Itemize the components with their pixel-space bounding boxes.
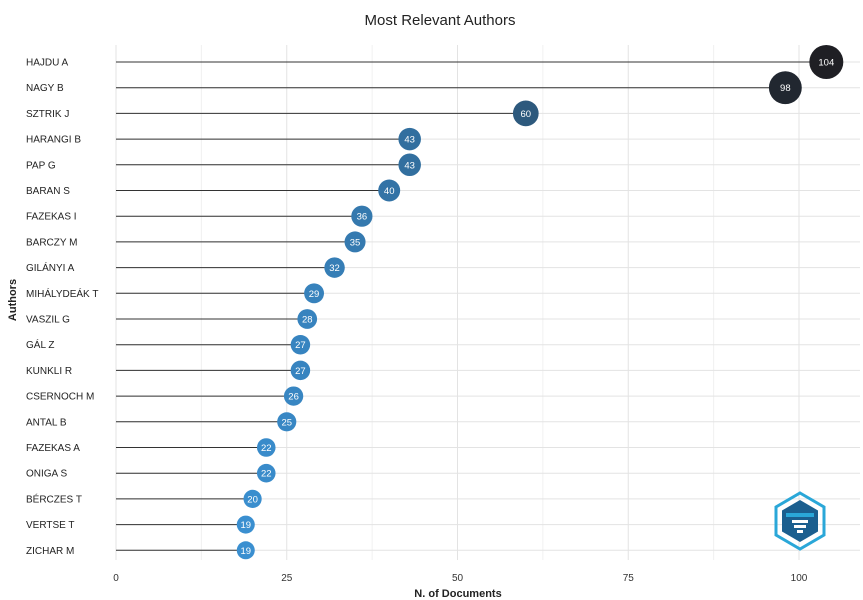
data-label: 27 — [295, 340, 306, 351]
lollipop-dot — [378, 179, 401, 202]
author-label: BARCZY M — [26, 237, 78, 248]
data-label: 27 — [295, 366, 306, 377]
data-label: 29 — [309, 289, 320, 300]
author-label: ANTAL B — [26, 417, 67, 428]
data-label: 26 — [288, 392, 299, 403]
author-label: NAGY B — [26, 83, 64, 94]
author-label: VASZIL G — [26, 315, 70, 326]
y-axis-label: Authors — [7, 279, 19, 321]
lollipop-dot — [236, 541, 255, 560]
data-label: 28 — [302, 315, 313, 326]
data-label: 40 — [384, 186, 395, 197]
data-label: 98 — [780, 83, 791, 94]
x-tick-label: 25 — [281, 573, 293, 584]
x-tick-labels: 0 25 50 75 100 — [113, 573, 808, 584]
author-label: ZICHAR M — [26, 546, 74, 557]
lollipop-dot — [256, 463, 276, 483]
author-label: HARANGI B — [26, 135, 81, 146]
data-label: 43 — [404, 160, 415, 171]
author-label: GÁL Z — [26, 338, 55, 351]
data-label: 43 — [404, 135, 415, 146]
author-label: HAJDU A — [26, 58, 69, 69]
logo-icon — [774, 491, 826, 551]
y-tick-labels: HAJDU A NAGY B SZTRIK J HARANGI B PAP G BARAN… — [26, 58, 98, 557]
author-label: MIHÁLYDEÁK T — [26, 287, 98, 300]
lollipop-dots: 104 98 60 43 43 40 36 35 32 29 28 27 27 26 25 22 22 20 19 1… — [236, 45, 844, 560]
chart-title: Most Relevant Authors — [365, 12, 516, 29]
lollipop-dot — [297, 309, 318, 329]
data-label: 35 — [350, 237, 361, 248]
lollipop-dot — [398, 153, 421, 177]
author-label: FAZEKAS I — [26, 212, 77, 223]
author-label: BARAN S — [26, 186, 70, 197]
author-label: KUNKLI R — [26, 366, 72, 377]
data-label: 60 — [521, 109, 532, 120]
data-label: 36 — [357, 212, 368, 223]
lollipop-dot — [243, 489, 262, 508]
lollipop-dot — [398, 127, 421, 151]
data-label: 19 — [240, 520, 251, 531]
x-tick-label: 100 — [791, 573, 808, 584]
lollipop-stems — [116, 61, 827, 551]
x-axis-label: N. of Documents — [414, 588, 501, 600]
lollipop-dot — [344, 231, 366, 253]
data-label: 22 — [261, 469, 272, 480]
data-label: 104 — [818, 58, 834, 69]
lollipop-dot — [512, 100, 539, 127]
lollipop-dot — [277, 412, 297, 432]
author-label: FAZEKAS A — [26, 443, 80, 454]
data-label: 25 — [281, 417, 292, 428]
lollipop-dot — [351, 205, 373, 227]
lollipop-dot — [290, 334, 311, 355]
data-label: 19 — [240, 546, 251, 557]
data-label: 32 — [329, 263, 340, 274]
lollipop-dot — [290, 360, 311, 381]
author-label: GILÁNYI A — [26, 261, 75, 274]
grid — [115, 45, 860, 560]
author-label: CSERNOCH M — [26, 392, 94, 403]
lollipop-dot — [256, 438, 276, 457]
lollipop-dot — [809, 45, 844, 79]
author-label: SZTRIK J — [26, 109, 69, 120]
author-label: ONIGA S — [26, 469, 67, 480]
lollipop-dot — [324, 257, 345, 278]
author-label: VERTSE T — [26, 520, 75, 531]
x-tick-label: 0 — [113, 573, 119, 584]
lollipop-dot — [768, 71, 802, 105]
author-label: PAP G — [26, 160, 56, 171]
data-label: 22 — [261, 443, 272, 454]
data-label: 20 — [247, 494, 258, 505]
x-tick-label: 75 — [623, 573, 635, 584]
lollipop-dot — [304, 283, 325, 304]
lollipop-dot — [283, 386, 304, 406]
lollipop-dot — [236, 515, 255, 534]
x-tick-label: 50 — [452, 573, 464, 584]
author-label: BÉRCZES T — [26, 492, 82, 505]
